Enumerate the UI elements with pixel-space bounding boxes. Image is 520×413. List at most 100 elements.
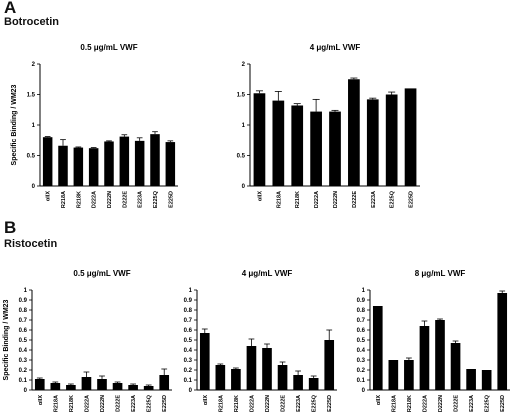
chart-3-bar — [293, 375, 303, 390]
chart-0-bar — [119, 136, 130, 186]
chart-4-bar — [481, 370, 492, 390]
chart-1-bar — [366, 99, 379, 186]
chart-0-bar — [150, 134, 160, 186]
chart-1-tick-label: 0.5 — [237, 154, 246, 160]
chart-4-tick-label: 0.1 — [357, 378, 366, 384]
chart-4-category-label: R218A — [391, 395, 397, 412]
chart-2-category-label: R218K — [69, 395, 75, 412]
chart-2-bar — [66, 385, 76, 390]
chart-2-tick-label: 0.5 — [19, 338, 28, 344]
chart-4-tick-label: 0.6 — [357, 328, 366, 334]
chart-2-bar — [97, 379, 107, 390]
panel-agonist-b: Ristocetin — [4, 238, 58, 250]
chart-3-category-label: R218K — [234, 395, 240, 412]
chart-4-bar — [466, 369, 476, 390]
chart-4-bar — [497, 293, 508, 390]
chart-0-title: 0.5 μg/mL VWF — [80, 43, 137, 52]
chart-2-bar — [128, 385, 138, 390]
chart-1-category-label: D222E — [352, 191, 358, 208]
chart-1-tick-label: 0 — [242, 184, 246, 190]
chart-4-category-label: D222A — [422, 395, 428, 412]
chart-1-category-label: E225Q — [390, 190, 396, 208]
chart-0-bar — [165, 142, 176, 186]
chart-3-category-label: R218A — [218, 395, 224, 412]
chart-0-bar — [58, 145, 68, 186]
chart-2-tick-label: 0.7 — [19, 318, 28, 324]
chart-2-tick-label: 0.8 — [19, 308, 28, 314]
chart-2-bar — [112, 383, 123, 390]
chart-0-category-label: D222N — [107, 191, 113, 208]
chart-4-bar — [419, 326, 430, 390]
chart-2-bar — [143, 386, 154, 390]
chart-0-category-label: R218K — [76, 191, 82, 208]
chart-1-category-label: R218A — [276, 191, 282, 208]
chart-4-category-label: E223A — [469, 395, 475, 412]
chart-3-bar — [277, 365, 288, 390]
chart-4-category-label: D222E — [454, 395, 460, 412]
chart-4-category-label: αIIX — [376, 395, 382, 405]
chart-1-bar — [385, 94, 398, 186]
chart-0-category-label: αIIX — [46, 191, 52, 201]
chart-3-bar — [324, 340, 335, 390]
chart-3-title: 4 μg/mL VWF — [242, 269, 293, 278]
chart-3-category-label: D222E — [281, 395, 287, 412]
chart-4-tick-label: 0.3 — [357, 358, 366, 364]
chart-4-tick-label: 0.9 — [357, 298, 366, 304]
chart-3-tick-label: 0.2 — [184, 368, 193, 374]
chart-0-bar — [88, 148, 99, 186]
chart-2-category-label: E225D — [162, 395, 168, 412]
chart-0-bar — [73, 147, 84, 186]
chart-0-ylabel: Specific Binding / WM23 — [11, 84, 18, 165]
chart-4-tick-label: 0.8 — [357, 308, 366, 314]
chart-2-category-label: αIIX — [38, 395, 44, 405]
chart-4-tick-label: 0.5 — [357, 338, 366, 344]
chart-1-category-label: αIIX — [257, 191, 263, 201]
chart-3-tick-label: 0.1 — [184, 378, 193, 384]
chart-3-bar — [262, 348, 272, 390]
chart-3-bar — [231, 369, 241, 390]
chart-2-category-label: D222A — [84, 395, 90, 412]
chart-0-tick-label: 1.5 — [27, 93, 36, 99]
chart-1-category-label: E225D — [409, 191, 415, 208]
chart-2-tick-label: 0.6 — [19, 328, 28, 334]
chart-2-tick-label: 0.9 — [19, 298, 28, 304]
chart-0-bar — [134, 140, 145, 186]
chart-2-tick-label: 0.3 — [19, 358, 28, 364]
chart-3-category-label: αIIX — [203, 395, 209, 405]
chart-0-tick-label: 1 — [32, 123, 36, 129]
chart-1-category-label: D222A — [314, 191, 320, 208]
chart-3-bar — [308, 378, 319, 390]
chart-3-bar — [246, 346, 257, 390]
chart-0-bar — [104, 141, 114, 186]
chart-2-tick-label: 0.4 — [19, 348, 28, 354]
chart-2-category-label: D222N — [100, 395, 106, 412]
chart-4-category-label: R218K — [407, 395, 413, 412]
chart-4-bar — [435, 320, 445, 390]
chart-3-tick-label: 0.5 — [184, 338, 193, 344]
chart-2-category-label: D222E — [116, 395, 122, 412]
chart-1-category-label: E223A — [371, 191, 377, 208]
chart-2-bar — [34, 379, 45, 390]
chart-0-category-label: D222E — [122, 191, 128, 208]
chart-3-category-label: D222N — [265, 395, 271, 412]
chart-0-category-label: E225D — [168, 191, 174, 208]
chart-1-bar — [329, 111, 341, 186]
chart-0-category-label: E223A — [138, 191, 144, 208]
chart-2-tick-label: 0 — [24, 388, 28, 394]
chart-1-tick-label: 1.5 — [237, 93, 246, 99]
chart-1-tick-label: 2 — [242, 62, 246, 68]
chart-3-tick-label: 0.6 — [184, 328, 193, 334]
chart-4-tick-label: 0.4 — [357, 348, 366, 354]
chart-1-category-label: D222N — [333, 191, 339, 208]
chart-2-tick-label: 1 — [24, 288, 28, 294]
chart-2-bar — [81, 377, 92, 390]
chart-2-tick-label: 0.1 — [19, 378, 28, 384]
chart-3-bar — [199, 333, 210, 390]
chart-3-tick-label: 1 — [189, 288, 193, 294]
chart-1-category-label: R218K — [295, 191, 301, 208]
chart-0-category-label: R218A — [61, 191, 67, 208]
